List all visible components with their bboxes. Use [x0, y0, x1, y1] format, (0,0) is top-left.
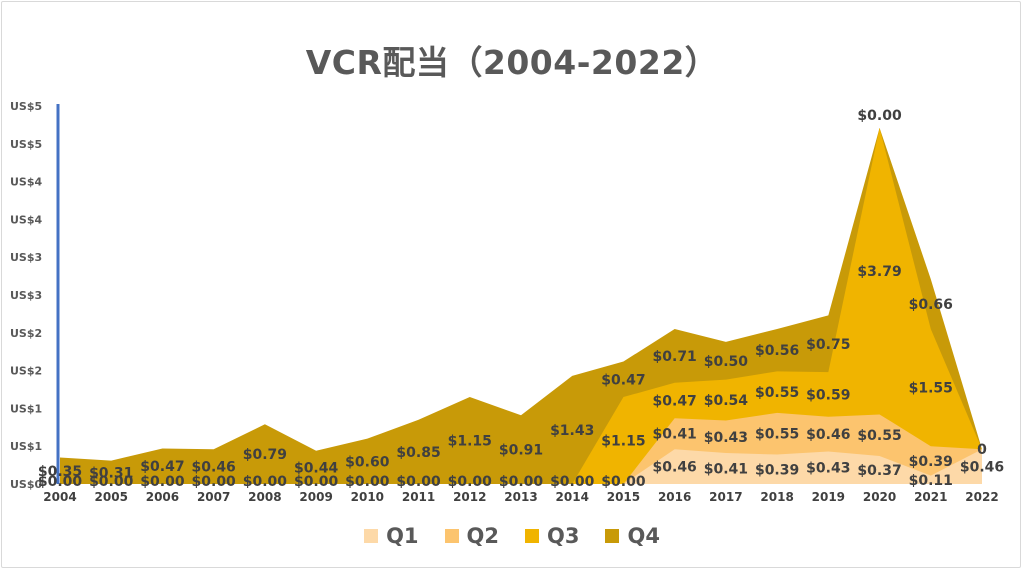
- y-tick-label: US$4: [10, 213, 43, 226]
- legend-label-q2: Q2: [466, 524, 499, 548]
- data-label-q4: $0.91: [499, 443, 543, 459]
- y-tick-label: US$2: [10, 327, 42, 340]
- chart-legend: Q1 Q2 Q3 Q4: [0, 524, 1024, 548]
- data-label-q4: $0.56: [755, 343, 799, 359]
- data-label-q4: $0.47: [601, 372, 645, 388]
- data-label-q1: $0.39: [755, 462, 799, 478]
- area-q1: [60, 449, 982, 484]
- y-tick-label: US$4: [10, 176, 43, 189]
- legend-swatch-q4: [605, 529, 620, 543]
- data-label-q4: $0.44: [294, 460, 339, 476]
- data-label-q3: $0.59: [806, 387, 850, 403]
- legend-label-q1: Q1: [386, 524, 419, 548]
- data-label-q4: $0.66: [909, 297, 953, 313]
- data-label-q4: $1.43: [550, 423, 594, 439]
- x-tick-label: 2005: [95, 490, 128, 504]
- data-label-q3: $0.47: [653, 393, 697, 409]
- data-label-q2: $0.43: [704, 430, 748, 446]
- data-label-q1: $0.46: [653, 460, 697, 476]
- data-label-q4: $0.75: [806, 337, 850, 353]
- y-tick-label: US$3: [10, 251, 42, 264]
- data-label-q1: $0.00: [448, 474, 493, 490]
- x-tick-label: 2021: [914, 490, 947, 504]
- data-label-q2: $0.41: [653, 427, 697, 443]
- y-tick-label: US$3: [10, 289, 42, 302]
- x-tick-label: 2010: [351, 490, 384, 504]
- x-tick-label: 2011: [402, 490, 435, 504]
- data-label-q1: $0.00: [294, 474, 339, 490]
- data-label-q1: $0.43: [806, 461, 850, 477]
- chart-title: VCR配当（2004-2022）: [305, 43, 719, 82]
- data-label-q4: $0.35: [38, 464, 82, 480]
- y-tick-label: US$5: [10, 138, 42, 151]
- data-label-q1: $0.37: [857, 463, 901, 479]
- data-label-q3: $1.15: [601, 434, 645, 450]
- data-label-q4: $0.60: [345, 454, 390, 470]
- x-tick-label: 2007: [197, 490, 230, 504]
- data-label-q4: $0.00: [857, 108, 902, 124]
- y-tick-label: US$5: [10, 100, 42, 113]
- data-label-q1: $0.00: [396, 474, 441, 490]
- x-tick-label: 2022: [965, 490, 998, 504]
- data-label-q1: $0.00: [499, 474, 544, 490]
- data-label-q4: 0: [977, 442, 987, 458]
- legend-item-q2: Q2: [444, 524, 499, 548]
- x-tick-label: 2008: [248, 490, 281, 504]
- data-label-q4: $0.79: [243, 447, 287, 463]
- legend-swatch-q2: [444, 529, 459, 543]
- x-tick-label: 2016: [658, 490, 691, 504]
- data-label-q2: $0.46: [806, 427, 850, 443]
- x-tick-label: 2014: [556, 490, 589, 504]
- data-label-q3: $3.79: [857, 264, 901, 280]
- data-label-q4: $0.31: [89, 465, 133, 481]
- x-tick-label: 2015: [607, 490, 640, 504]
- data-label-q3: $0.54: [704, 393, 749, 409]
- data-label-q1: $0.00: [89, 474, 134, 490]
- legend-swatch-q3: [525, 529, 539, 543]
- data-label-q1: $0.41: [704, 462, 748, 478]
- data-label-q3: $1.55: [909, 381, 953, 397]
- legend-item-q4: Q4: [605, 524, 660, 548]
- legend-item-q1: Q1: [364, 524, 419, 548]
- data-label-q1: $0.00: [550, 474, 595, 490]
- data-label-q4: $0.71: [653, 349, 697, 365]
- x-tick-label: 2012: [453, 490, 486, 504]
- data-label-q1: $0.00: [192, 474, 237, 490]
- data-label-q1: $0.00: [345, 474, 390, 490]
- legend-item-q3: Q3: [525, 524, 579, 548]
- x-tick-label: 2020: [863, 490, 896, 504]
- x-tick-label: 2009: [299, 490, 332, 504]
- data-label-q1: $0.46: [960, 460, 1004, 476]
- data-label-q4: $0.85: [396, 445, 440, 461]
- legend-swatch-q1: [364, 529, 379, 543]
- data-label-q1: $0.00: [38, 474, 83, 490]
- data-label-q3: $0.55: [755, 385, 799, 401]
- x-tick-label: 2006: [146, 490, 179, 504]
- legend-label-q4: Q4: [627, 524, 660, 548]
- data-label-q2: $0.39: [909, 454, 953, 470]
- data-label-q4: $0.50: [704, 354, 749, 370]
- y-tick-label: US$0: [10, 478, 43, 491]
- x-tick-label: 2018: [760, 490, 793, 504]
- x-tick-label: 2013: [504, 490, 537, 504]
- data-label-q1: $0.11: [909, 473, 953, 489]
- data-label-q1: $0.00: [140, 474, 185, 490]
- area-q3: [60, 127, 982, 484]
- y-tick-label: US$2: [10, 365, 42, 378]
- x-tick-label: 2019: [812, 490, 845, 504]
- y-tick-label: US$1: [10, 440, 42, 453]
- x-tick-label: 2004: [43, 490, 76, 504]
- data-label-q1: $0.00: [243, 474, 288, 490]
- data-label-q2: $0.55: [755, 427, 799, 443]
- data-label-q4: $1.15: [448, 434, 492, 450]
- y-tick-label: US$1: [10, 402, 42, 415]
- data-label-q1: $0.00: [601, 474, 646, 490]
- data-label-q4: $0.46: [192, 460, 236, 476]
- data-label-q2: $0.55: [857, 428, 901, 444]
- legend-label-q3: Q3: [547, 524, 580, 548]
- data-label-q4: $0.47: [140, 459, 184, 475]
- x-tick-label: 2017: [709, 490, 742, 504]
